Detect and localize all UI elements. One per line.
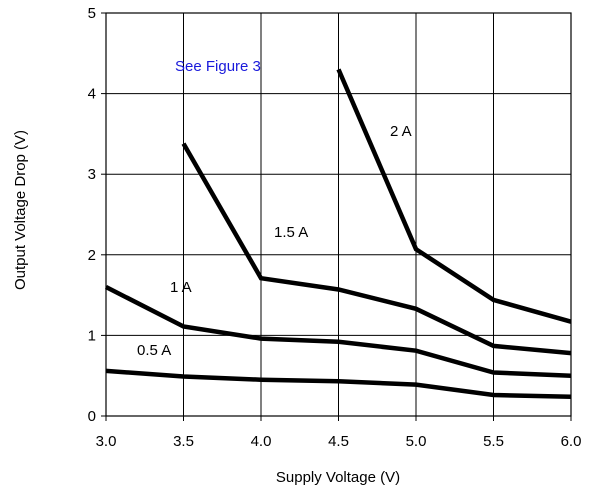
x-tick-label: 6.0 [561, 433, 582, 450]
annotation-see-figure-3: See Figure 3 [175, 58, 261, 75]
series-labels: 0.5 A 1 A 1.5 A 2 A [137, 123, 412, 359]
y-tick-label: 3 [88, 166, 96, 183]
axis-ticks: 3.0 3.5 4.0 4.5 5.0 5.5 6.0 0 1 2 3 4 5 [88, 5, 582, 450]
series-line-1-a [104, 284, 572, 378]
x-tick-label: 3.0 [96, 433, 117, 450]
x-axis-title: Supply Voltage (V) [276, 469, 400, 486]
x-tick-label: 5.5 [483, 433, 504, 450]
y-tick-label: 4 [88, 86, 96, 103]
y-tick-label: 1 [88, 327, 96, 344]
x-tick-label: 4.5 [328, 433, 349, 450]
series-label-2-a: 2 A [390, 123, 412, 140]
y-tick-label: 0 [88, 408, 96, 425]
series-label-0-5-a: 0.5 A [137, 342, 171, 359]
series-lines [104, 68, 572, 399]
y-tick-label: 2 [88, 247, 96, 264]
y-tick-label: 5 [88, 5, 96, 22]
gridlines [106, 13, 571, 416]
y-axis-title: Output Voltage Drop (V) [12, 130, 29, 290]
x-tick-label: 3.5 [173, 433, 194, 450]
series-line-1-5-a [181, 142, 572, 356]
x-tick-label: 4.0 [251, 433, 272, 450]
series-line-2-a [336, 68, 572, 324]
series-label-1-a: 1 A [170, 279, 192, 296]
x-tick-label: 5.0 [406, 433, 427, 450]
series-label-1-5-a: 1.5 A [274, 224, 308, 241]
series-line-0-5-a [105, 368, 572, 399]
